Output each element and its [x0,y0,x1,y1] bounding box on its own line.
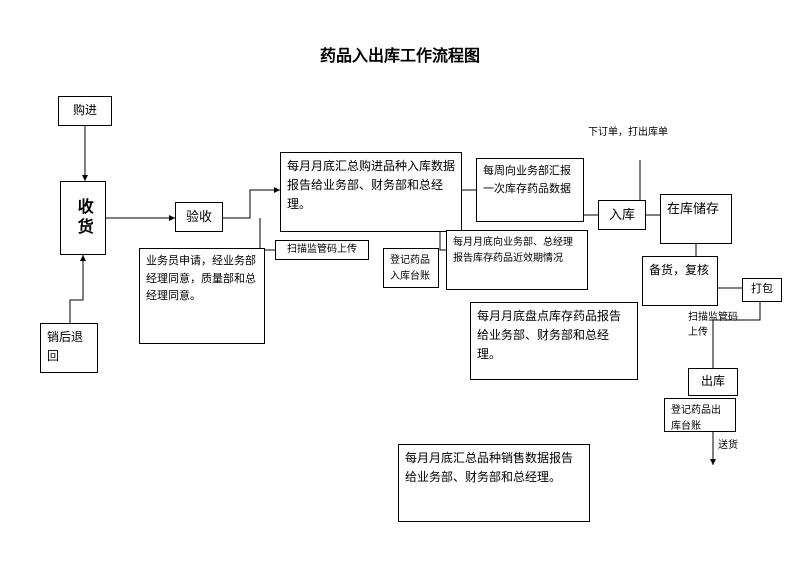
node-receive: 收货 [60,181,106,255]
node-return: 销后退回 [40,323,98,373]
node-monthly-in: 每月月底汇总购进品种入库数据报告给业务部、财务部和总经理。 [280,152,462,232]
node-receive-text: 收货 [70,198,96,238]
node-apply-note: 业务员申请，经业务部经理同意，质量部和总经理同意。 [139,248,265,344]
label-order: 下订单，打出库单 [588,125,698,140]
node-out-stock: 出库 [688,368,738,396]
node-stock-rep: 每月月底盘点库存药品报告给业务部、财务部和总经理。 [470,302,638,380]
node-prepare: 备货，复核 [642,256,718,306]
node-reg-in: 登记药品入库台账 [383,248,439,288]
node-pack: 打包 [742,278,782,302]
node-weekly: 每周向业务部汇报一次库存药品数据 [476,158,584,222]
label-deliver: 送货 [718,438,758,453]
node-reg-out: 登记药品出库台账 [664,398,736,432]
node-in-stock: 入库 [598,200,646,230]
node-inspect: 验收 [175,202,223,232]
node-purchase: 购进 [58,96,112,126]
node-scan-up: 扫描监管码上传 [275,240,369,260]
node-expiry: 每月月底向业务部、总经理报告库存药品近效期情况 [446,230,588,290]
node-storage: 在库储存 [660,194,732,244]
label-scan2: 扫描监管码上传 [688,310,744,340]
node-sales-rep: 每月月底汇总品种销售数据报告给业务部、财务部和总经理。 [398,444,590,522]
diagram-title: 药品入出库工作流程图 [320,42,480,66]
